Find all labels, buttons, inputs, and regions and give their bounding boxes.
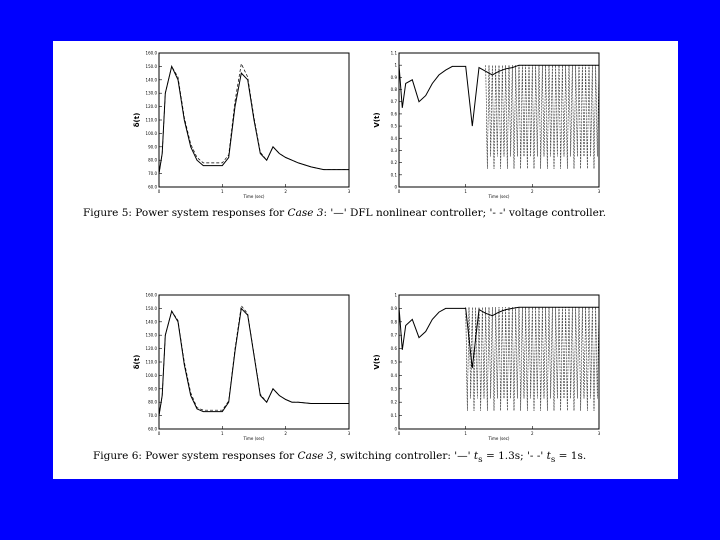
y-tick-label: 0.3 [391, 148, 398, 153]
y-tick-label: 0.2 [391, 160, 398, 165]
y-tick-label: 150.0 [146, 64, 158, 69]
x-tick-label: 3 [598, 189, 601, 194]
y-tick-label: 0.5 [391, 360, 398, 365]
plot-frame [398, 52, 600, 188]
y-tick-label: 60.0 [148, 427, 157, 432]
y-tick-label: 1 [394, 63, 397, 68]
chart-svg: 1 0.9 0.8 0.7 0.6 0.5 0.4 0.3 0.2 0.1 00 1 2 3 Time (s… [373, 293, 601, 442]
x-tick-label: 3 [348, 189, 351, 194]
y-tick-label: 0.4 [391, 136, 398, 141]
x-tick-label: 0 [398, 431, 401, 436]
y-tick-label: 1 [394, 293, 397, 298]
y-tick-label: 0.9 [391, 306, 398, 311]
y-axis-label: V(t) [373, 112, 381, 127]
y-tick-label: 0.8 [391, 87, 398, 92]
y-tick-label: 110.0 [146, 118, 158, 123]
fig5-delta-plot: 160.0 150.0 140.0 130.0 120.0 110.0 100.0 90.0 8… [133, 51, 353, 201]
y-tick-label: 0.1 [391, 172, 398, 177]
fig6-delta-plot: 160.0 150.0 140.0 130.0 120.0 110.0 100.0 90.0 8… [133, 293, 353, 443]
y-tick-label: 90.0 [148, 144, 157, 149]
x-axis-label: Time (sec) [243, 194, 265, 199]
y-tick-label: 0.6 [391, 346, 398, 351]
x-tick-label: 3 [598, 431, 601, 436]
x-tick-label: 1 [464, 431, 467, 436]
y-tick-label: 1.1 [391, 51, 398, 56]
x-tick-label: 2 [531, 431, 534, 436]
y-tick-label: 0.3 [391, 386, 398, 391]
series-line-dashed [465, 307, 600, 411]
series-line-solid [158, 64, 349, 174]
x-axis-label: Time (sec) [488, 194, 510, 199]
y-tick-label: 100.0 [146, 131, 158, 136]
x-tick-label: 1 [464, 189, 467, 194]
y-tick-label: 100.0 [146, 373, 158, 378]
y-tick-label: 90.0 [148, 386, 157, 391]
y-tick-label: 130.0 [146, 333, 158, 338]
x-tick-label: 0 [158, 189, 161, 194]
y-tick-label: 80.0 [148, 400, 157, 405]
series-line-dashed [485, 65, 600, 169]
y-tick-label: 0.6 [391, 111, 398, 116]
y-tick-label: 0.4 [391, 373, 398, 378]
y-axis-label: δ(t) [133, 355, 141, 370]
y-tick-label: 160.0 [146, 51, 158, 56]
y-tick-label: 140.0 [146, 77, 158, 82]
y-tick-label: 150.0 [146, 306, 158, 311]
y-tick-label: 0.8 [391, 319, 398, 324]
fig5-voltage-plot: 1.1 1 0.9 0.8 0.7 0.6 0.5 0.4 0.3 0.2 0.1 0 0 1 2 3 Time… [373, 51, 603, 201]
y-tick-label: 60.0 [148, 185, 157, 190]
y-tick-label: 110.0 [146, 360, 158, 365]
x-tick-label: 2 [284, 189, 287, 194]
y-tick-label: 0 [394, 427, 397, 432]
x-tick-label: 0 [398, 189, 401, 194]
y-tick-label: 70.0 [148, 413, 157, 418]
y-axis-label: V(t) [373, 354, 381, 369]
series-line-dashed [158, 304, 349, 416]
y-tick-label: 0 [394, 185, 397, 190]
y-tick-label: 0.7 [391, 99, 398, 104]
series-line-solid [398, 306, 599, 369]
y-tick-label: 0.7 [391, 333, 398, 338]
x-tick-label: 2 [531, 189, 534, 194]
chart-svg: 160.0150.0140.0130.0120.0110.0100.090.08… [133, 293, 351, 442]
series-line-solid [398, 64, 599, 127]
fig6-voltage-plot: 1 0.9 0.8 0.7 0.6 0.5 0.4 0.3 0.2 0.1 0 0 1 2 3 Time (s… [373, 293, 603, 443]
series-line-solid [158, 307, 349, 416]
chart-svg: 1.1 1 0.9 0.8 0.7 0.6 0.5 0.4 0.3 0.2 0.1 00 1 2 3 Time… [373, 51, 601, 200]
x-tick-label: 3 [348, 431, 351, 436]
y-tick-label: 0.1 [391, 413, 398, 418]
y-tick-label: 70.0 [148, 171, 157, 176]
y-tick-label: 130.0 [146, 91, 158, 96]
y-tick-label: 0.5 [391, 124, 398, 129]
figure6-caption: Figure 6: Power system responses for Cas… [93, 450, 587, 466]
y-tick-label: 80.0 [148, 158, 157, 163]
y-tick-label: 160.0 [146, 293, 158, 298]
x-tick-label: 0 [158, 431, 161, 436]
x-axis-label: Time (sec) [243, 436, 265, 441]
x-axis-label: Time (sec) [488, 436, 510, 441]
y-tick-label: 0.9 [391, 75, 398, 80]
document-page: 160.0 150.0 140.0 130.0 120.0 110.0 100.0 90.0 8… [53, 41, 678, 479]
y-tick-label: 140.0 [146, 319, 158, 324]
chart-svg: 160.0150.0140.0130.0120.0110.0100.090.08… [133, 51, 351, 200]
y-tick-label: 0.2 [391, 400, 398, 405]
y-tick-label: 120.0 [146, 104, 158, 109]
x-tick-label: 2 [284, 431, 287, 436]
plot-frame [158, 294, 350, 430]
x-tick-label: 1 [221, 431, 224, 436]
y-tick-label: 120.0 [146, 346, 158, 351]
x-tick-label: 1 [221, 189, 224, 194]
y-axis-label: δ(t) [133, 113, 141, 128]
figure5-caption: Figure 5: Power system responses for Cas… [83, 207, 607, 219]
series-line-dashed [158, 62, 349, 174]
